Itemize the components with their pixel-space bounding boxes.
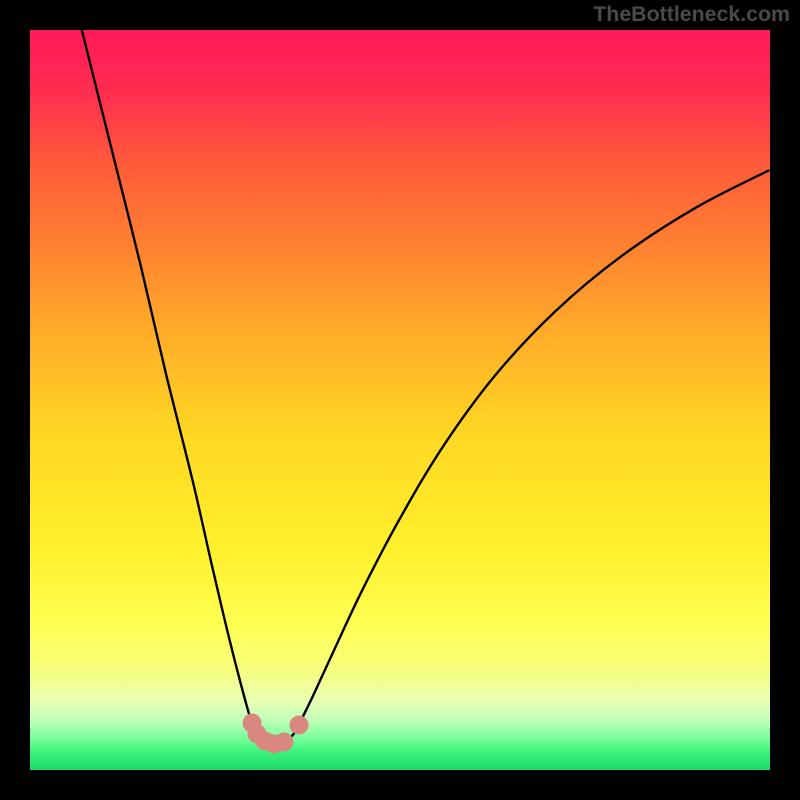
bottleneck-chart [30, 30, 770, 770]
curve-marker [289, 715, 308, 734]
watermark-label: TheBottleneck.com [593, 2, 790, 27]
curve-markers [30, 30, 770, 770]
curve-marker [274, 732, 293, 751]
